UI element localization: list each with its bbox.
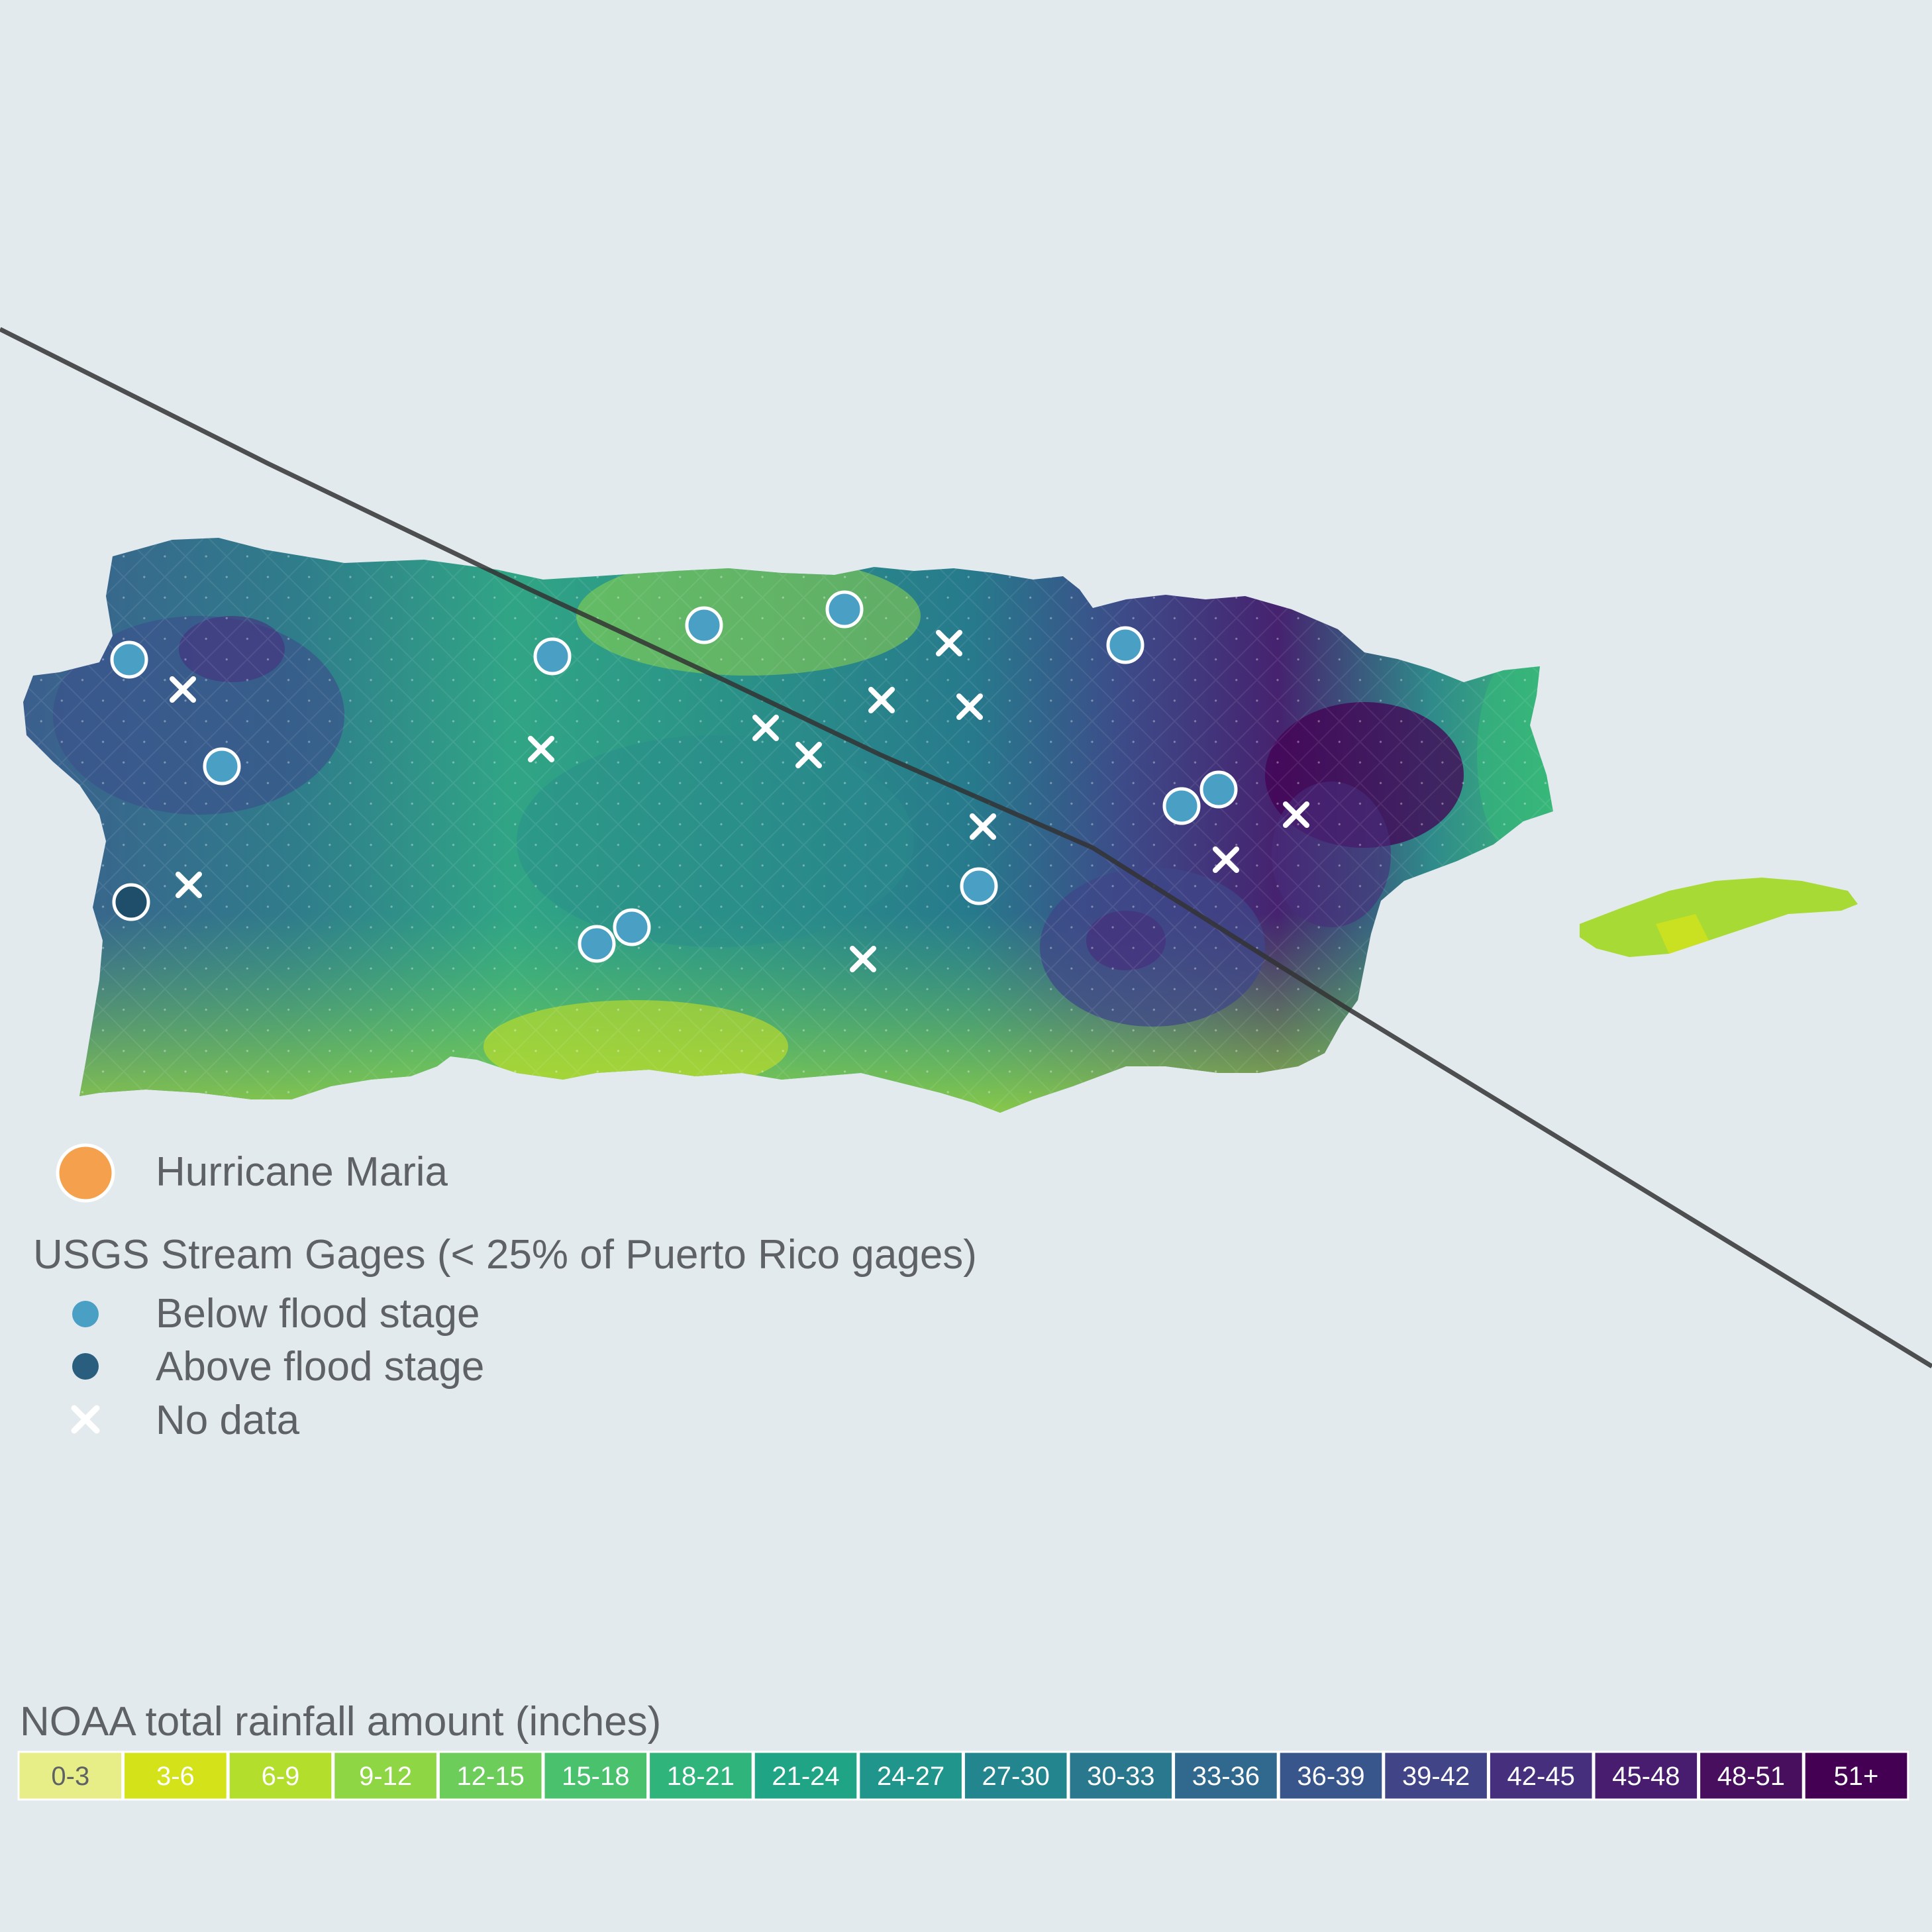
above-flood-legend-label: Above flood stage	[156, 1344, 484, 1390]
rainfall-bin-label: 27-30	[982, 1762, 1050, 1791]
rainfall-bin-swatch	[542, 1751, 649, 1801]
rainfall-bin: 9-12	[332, 1751, 438, 1801]
rainfall-bin-swatch	[752, 1751, 859, 1801]
below-flood-legend-symbol	[72, 1301, 99, 1327]
no-data-legend-symbol	[71, 1405, 100, 1434]
below-flood-legend-label: Below flood stage	[156, 1291, 480, 1337]
rainfall-bin-label: 36-39	[1297, 1762, 1364, 1791]
rainfall-bin-label: 39-42	[1402, 1762, 1470, 1791]
rainfall-bin-label: 0-3	[51, 1762, 89, 1791]
rainfall-bin-swatch	[962, 1751, 1069, 1801]
rainfall-bin: 21-24	[752, 1751, 859, 1801]
rainfall-bin-swatch	[332, 1751, 438, 1801]
rainfall-scale-bins: 0-3 3-6 6-9 9-12 12-15 15-18 18-21 21-24 24-27 27…	[17, 1751, 1909, 1801]
gages-legend-title: USGS Stream Gages (< 25% of Puerto Rico …	[33, 1232, 977, 1278]
rainfall-bin: 24-27	[858, 1751, 964, 1801]
rainfall-bin-label: 45-48	[1612, 1762, 1680, 1791]
gage-above-flood-stage[interactable]	[112, 883, 150, 921]
rainfall-bin-swatch	[1383, 1751, 1489, 1801]
gage-below-flood-stage[interactable]	[110, 590, 1238, 963]
rainfall-bin: 33-36	[1173, 1751, 1279, 1801]
rainfall-bin: 48-51	[1698, 1751, 1804, 1801]
rainfall-bin-swatch	[1068, 1751, 1174, 1801]
rainfall-bin-label: 3-6	[156, 1762, 195, 1791]
vieques-island	[1580, 878, 1858, 957]
rainfall-bin-label: 6-9	[262, 1762, 300, 1791]
rainfall-bin-label: 48-51	[1717, 1762, 1785, 1791]
rainfall-bin: 45-48	[1593, 1751, 1700, 1801]
hurricane-track	[0, 327, 1932, 1368]
rainfall-bin-swatch	[227, 1751, 334, 1801]
hurricane-legend-label: Hurricane Maria	[156, 1149, 448, 1195]
rainfall-bin: 30-33	[1068, 1751, 1174, 1801]
rainfall-bin: 27-30	[962, 1751, 1069, 1801]
rainfall-bin: 6-9	[227, 1751, 334, 1801]
rainfall-bin-swatch	[648, 1751, 754, 1801]
above-flood-legend-symbol	[72, 1353, 99, 1380]
rainfall-bin: 39-42	[1383, 1751, 1489, 1801]
rainfall-bin-swatch	[1488, 1751, 1594, 1801]
stream-gages	[110, 590, 1309, 972]
rainfall-bin: 0-3	[17, 1751, 124, 1801]
rainfall-bin: 36-39	[1278, 1751, 1384, 1801]
rainfall-bin-swatch	[858, 1751, 964, 1801]
no-data-legend-label: No data	[156, 1398, 300, 1443]
rainfall-scale-title: NOAA total rainfall amount (inches)	[20, 1699, 661, 1745]
rainfall-bin-label: 42-45	[1507, 1762, 1575, 1791]
rainfall-bin-label: 30-33	[1087, 1762, 1154, 1791]
rainfall-bin: 3-6	[123, 1751, 229, 1801]
rainfall-bin-label: 24-27	[877, 1762, 944, 1791]
map-legend: Hurricane Maria USGS Stream Gages (< 25%…	[33, 1143, 977, 1443]
rainfall-bin: 12-15	[437, 1751, 544, 1801]
rainfall-bin-label: 9-12	[359, 1762, 412, 1791]
rainfall-bin-label: 33-36	[1192, 1762, 1260, 1791]
rainfall-bin-swatch	[1803, 1751, 1909, 1801]
rainfall-bin-swatch	[17, 1751, 124, 1801]
rainfall-bin: 15-18	[542, 1751, 649, 1801]
rainfall-bin-label: 15-18	[562, 1762, 629, 1791]
rainfall-bin-swatch	[1278, 1751, 1384, 1801]
rainfall-bin-swatch	[1173, 1751, 1279, 1801]
rainfall-bin-label: 51+	[1834, 1762, 1879, 1791]
rainfall-bin-label: 21-24	[772, 1762, 839, 1791]
rainfall-bin: 51+	[1803, 1751, 1909, 1801]
rainfall-bin: 18-21	[648, 1751, 754, 1801]
rainfall-bin-swatch	[123, 1751, 229, 1801]
gage-no-data[interactable]	[170, 630, 1309, 972]
rainfall-bin-swatch	[437, 1751, 544, 1801]
rainfall-scale: NOAA total rainfall amount (inches) 0-3 3…	[17, 1699, 1909, 1801]
hurricane-legend-symbol	[56, 1143, 115, 1203]
rainfall-bin-swatch	[1698, 1751, 1804, 1801]
rainfall-bin: 42-45	[1488, 1751, 1594, 1801]
rainfall-bin-label: 18-21	[667, 1762, 735, 1791]
rainfall-bin-swatch	[1593, 1751, 1700, 1801]
rainfall-bin-label: 12-15	[457, 1762, 525, 1791]
